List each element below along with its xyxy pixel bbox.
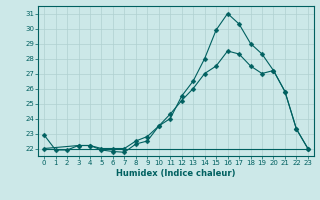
X-axis label: Humidex (Indice chaleur): Humidex (Indice chaleur) — [116, 169, 236, 178]
